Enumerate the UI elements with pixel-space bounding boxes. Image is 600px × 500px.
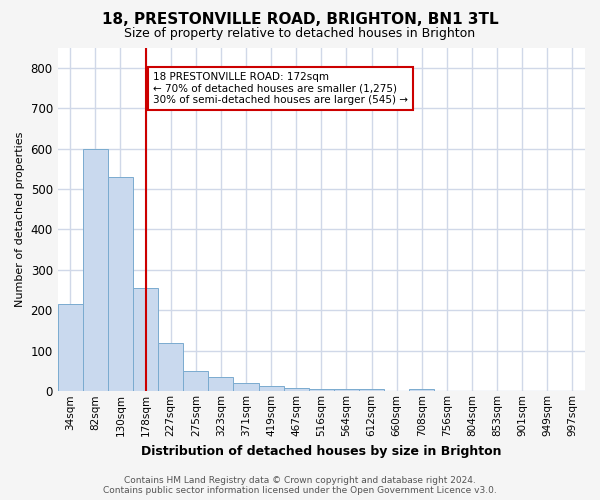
Bar — [284, 388, 309, 392]
Text: Contains HM Land Registry data © Crown copyright and database right 2024.
Contai: Contains HM Land Registry data © Crown c… — [103, 476, 497, 495]
Bar — [108, 177, 133, 392]
Bar — [83, 148, 108, 392]
X-axis label: Distribution of detached houses by size in Brighton: Distribution of detached houses by size … — [141, 444, 502, 458]
Bar — [58, 304, 83, 392]
Text: 18 PRESTONVILLE ROAD: 172sqm
← 70% of detached houses are smaller (1,275)
30% of: 18 PRESTONVILLE ROAD: 172sqm ← 70% of de… — [153, 72, 408, 105]
Bar — [183, 371, 208, 392]
Text: 18, PRESTONVILLE ROAD, BRIGHTON, BN1 3TL: 18, PRESTONVILLE ROAD, BRIGHTON, BN1 3TL — [101, 12, 499, 28]
Bar — [133, 288, 158, 392]
Bar — [233, 383, 259, 392]
Text: Size of property relative to detached houses in Brighton: Size of property relative to detached ho… — [124, 28, 476, 40]
Bar — [309, 389, 334, 392]
Bar — [359, 389, 384, 392]
Bar — [334, 389, 359, 392]
Y-axis label: Number of detached properties: Number of detached properties — [15, 132, 25, 307]
Bar — [259, 386, 284, 392]
Bar — [409, 389, 434, 392]
Bar — [208, 377, 233, 392]
Bar — [158, 342, 183, 392]
